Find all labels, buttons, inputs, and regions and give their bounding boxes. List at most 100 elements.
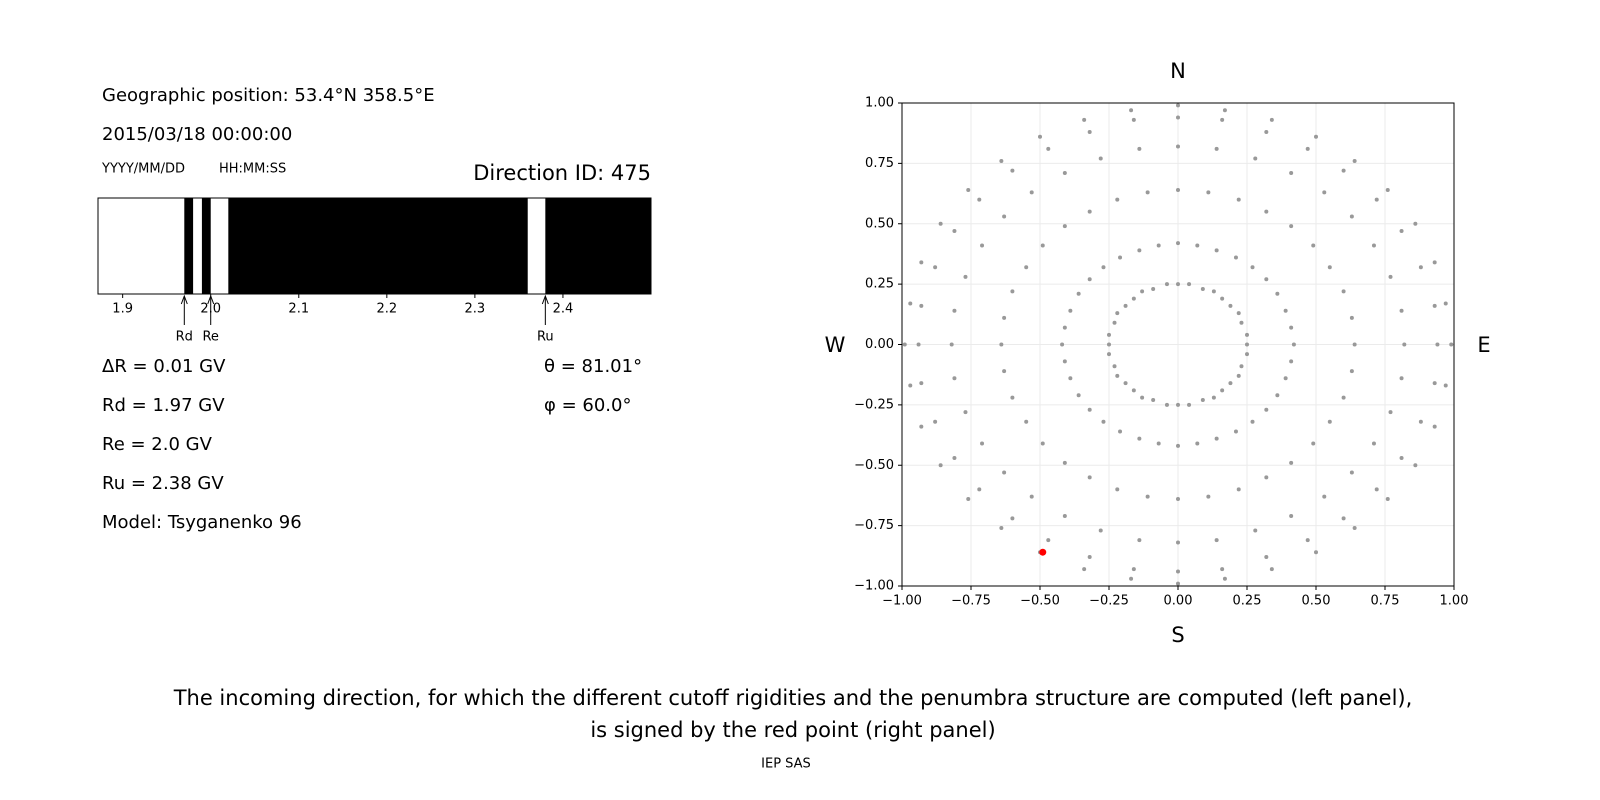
re: Re = 2.0 GV: [102, 434, 213, 455]
direction-point: [1371, 243, 1376, 248]
direction-point: [1432, 424, 1437, 429]
y-tick-label: −0.75: [854, 518, 894, 533]
x-tick-label: 2.1: [288, 302, 309, 317]
direction-point: [1151, 398, 1156, 403]
phi: φ = 60.0°: [544, 395, 631, 416]
direction-point: [1322, 494, 1327, 499]
direction-point: [1349, 214, 1354, 219]
selected-direction: [1039, 548, 1047, 556]
direction-point: [1176, 540, 1180, 545]
direction-point: [1352, 158, 1357, 163]
direction-point: [1432, 260, 1437, 265]
x-tick-label: 0.75: [1371, 594, 1400, 609]
direction-point: [977, 197, 982, 202]
direction-point: [1418, 265, 1423, 270]
direction-point: [1250, 419, 1255, 424]
direction-point: [1402, 342, 1407, 347]
direction-point: [1200, 398, 1205, 403]
axes-frame: [901, 102, 1455, 587]
direction-point: [1291, 342, 1296, 347]
direction-point: [919, 424, 924, 429]
forbidden-band: [228, 198, 528, 294]
direction-point: [1131, 388, 1136, 393]
direction-point: [1140, 289, 1145, 294]
x-tick-label: 1.9: [112, 302, 133, 317]
forbidden-band: [545, 198, 651, 294]
direction-point: [1239, 364, 1244, 369]
direction-point: [1176, 187, 1180, 192]
direction-point: [1076, 291, 1081, 296]
direction-point: [1002, 470, 1007, 475]
rd: Rd = 1.97 GV: [102, 395, 225, 416]
marker-arrowhead: [180, 294, 188, 305]
direction-point: [1010, 516, 1015, 521]
direction-point: [1145, 494, 1150, 499]
direction-point: [1137, 248, 1142, 253]
direction-point: [916, 342, 921, 347]
direction-point: [1374, 197, 1379, 202]
y-tick-label: 0.50: [865, 216, 894, 231]
direction-point: [1399, 456, 1404, 461]
direction-point: [1137, 146, 1142, 151]
direction-point: [963, 274, 968, 279]
direction-point: [1164, 282, 1169, 287]
direction-point: [1264, 209, 1269, 214]
direction-point: [1076, 393, 1081, 398]
direction-point: [1176, 443, 1180, 448]
direction-point: [1040, 243, 1045, 248]
direction-point: [1038, 134, 1042, 139]
direction-point: [1115, 373, 1120, 378]
y-tick-label: 0.25: [865, 277, 894, 292]
direction-point: [919, 381, 924, 386]
direction-point: [1046, 146, 1051, 151]
x-tick-label: 2.4: [553, 302, 574, 317]
direction-point: [1269, 567, 1274, 572]
direction-point: [952, 308, 957, 313]
direction-point: [1236, 487, 1241, 492]
direction-point: [980, 441, 985, 446]
direction-point: [1399, 228, 1404, 233]
direction-point: [1432, 303, 1437, 308]
x-tick-label: 0.25: [1233, 594, 1262, 609]
direction-point: [1098, 156, 1103, 161]
direction-point: [1112, 364, 1117, 369]
direction-point: [1082, 117, 1087, 122]
direction-point: [1002, 214, 1007, 219]
direction-point: [1131, 567, 1136, 572]
direction-point: [1222, 576, 1227, 581]
direction-point: [1385, 497, 1390, 502]
direction-point: [1352, 342, 1357, 347]
direction-point: [1449, 342, 1454, 347]
direction-point: [1129, 108, 1134, 113]
direction-point: [1101, 265, 1106, 270]
direction-point: [963, 410, 968, 415]
direction-point: [1115, 311, 1120, 316]
direction-point: [1010, 289, 1015, 294]
direction-point: [1107, 332, 1111, 337]
direction-point: [1176, 581, 1180, 586]
direction-point: [1289, 224, 1294, 229]
direction-point: [1314, 134, 1318, 139]
direction-point: [1046, 538, 1051, 543]
direction-point: [1156, 243, 1161, 248]
direction-point: [952, 376, 957, 381]
direction-point: [1176, 569, 1180, 574]
direction-point: [952, 228, 957, 233]
direction-point: [1250, 265, 1255, 270]
y-tick-label: 1.00: [865, 96, 894, 111]
marker-label: Ru: [537, 330, 554, 345]
x-tick-label: 0.50: [1302, 594, 1331, 609]
direction-point: [1283, 308, 1288, 313]
direction-point: [1137, 538, 1142, 543]
direction-point: [1418, 419, 1423, 424]
footer: IEP SAS: [761, 757, 811, 772]
direction-point: [1236, 373, 1241, 378]
direction-point: [1200, 286, 1205, 291]
marker-arrowhead: [541, 294, 549, 305]
direction-point: [1385, 187, 1390, 192]
direction-point: [1112, 320, 1117, 325]
direction-point: [1131, 296, 1136, 301]
direction-point: [1264, 475, 1269, 480]
direction-point: [1087, 209, 1092, 214]
